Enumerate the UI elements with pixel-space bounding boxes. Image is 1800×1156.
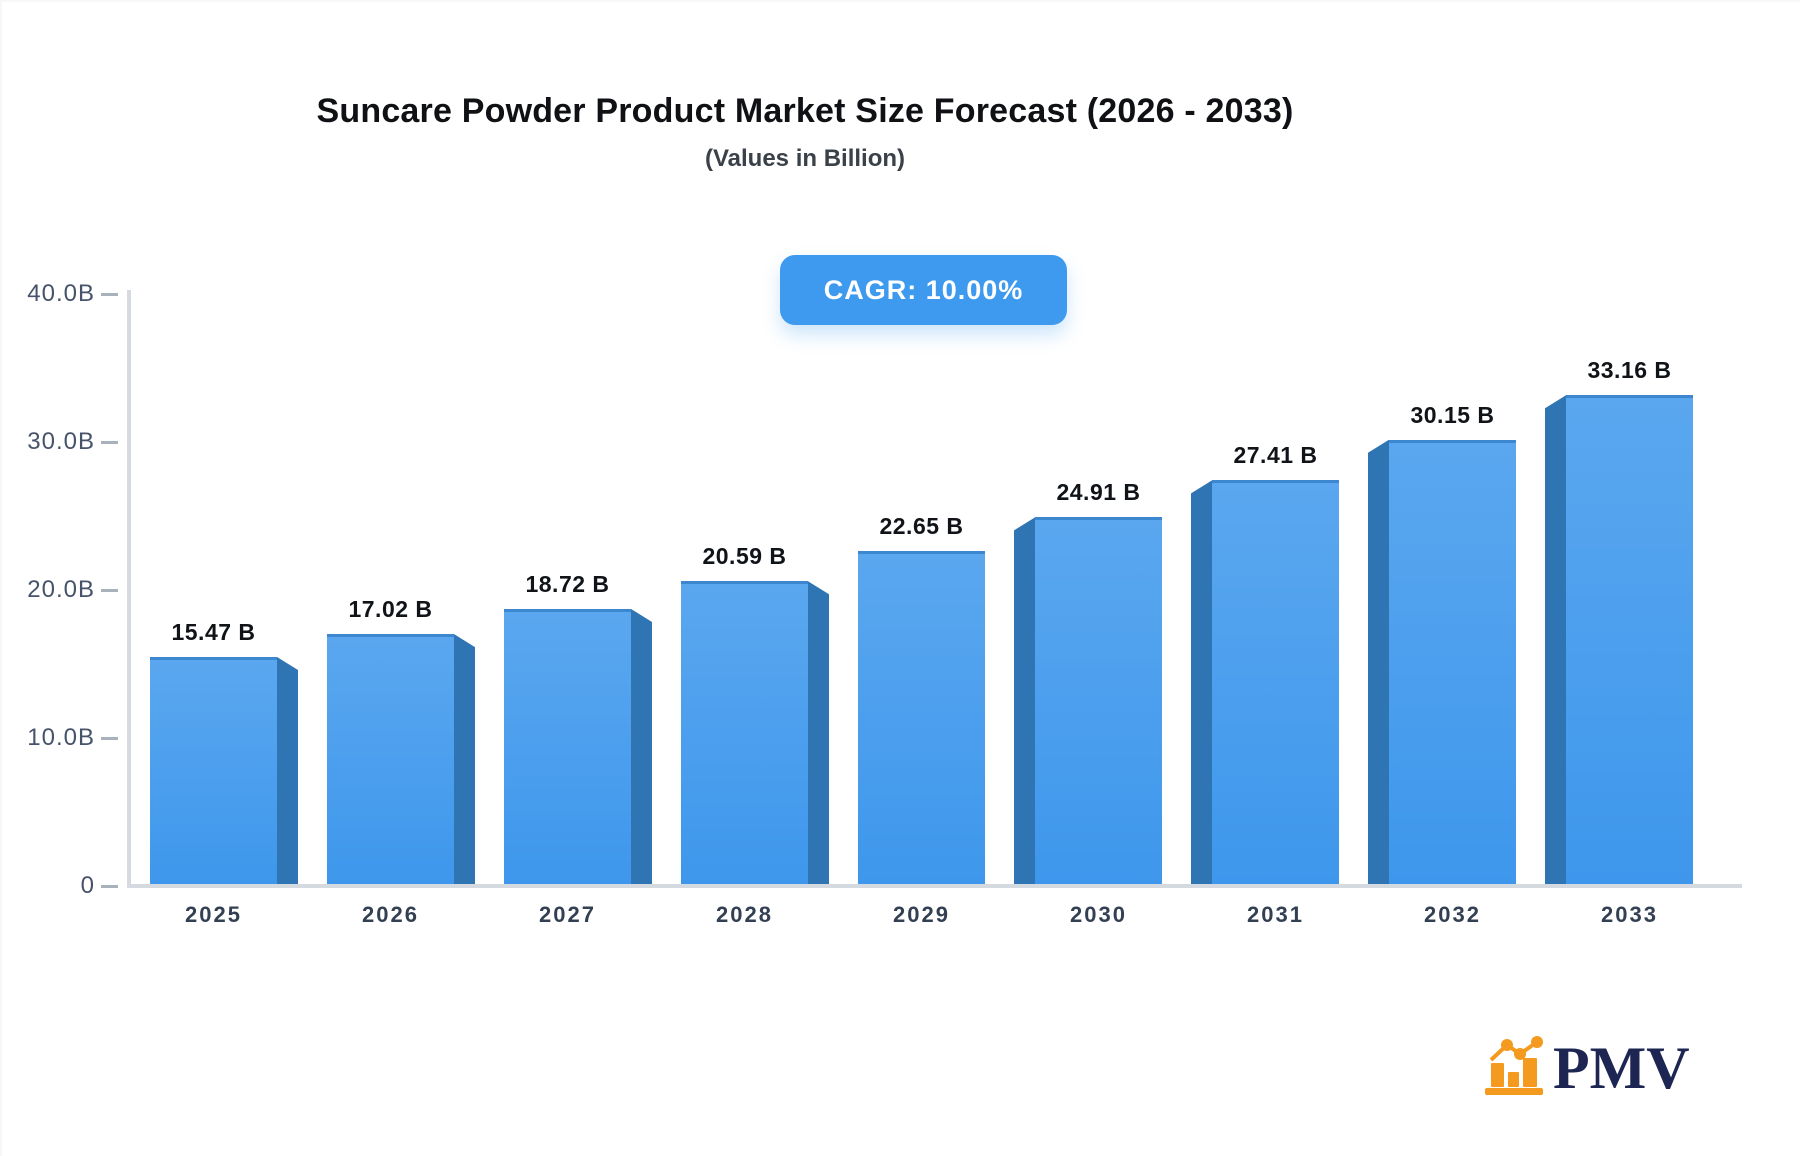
bar-face bbox=[681, 581, 808, 886]
bar-value-label: 27.41 B bbox=[1233, 442, 1318, 469]
bar-side bbox=[1368, 439, 1389, 886]
bar bbox=[1191, 480, 1339, 886]
bar-value-label: 33.16 B bbox=[1587, 357, 1672, 384]
chart-title: Suncare Powder Product Market Size Forec… bbox=[316, 92, 1294, 130]
y-tick-label: 40.0B bbox=[27, 280, 95, 307]
bar bbox=[150, 657, 298, 886]
x-tick-label: 2031 bbox=[1247, 902, 1304, 927]
bar-face bbox=[327, 634, 454, 886]
y-tick-label: 30.0B bbox=[27, 428, 95, 455]
bar bbox=[327, 634, 475, 886]
bar bbox=[858, 550, 985, 886]
bar-value-label: 17.02 B bbox=[348, 596, 433, 623]
bar-face bbox=[1035, 517, 1162, 886]
bar-side bbox=[1545, 395, 1566, 886]
y-tick bbox=[101, 736, 118, 740]
y-tick bbox=[101, 440, 118, 444]
bar-face bbox=[1566, 395, 1693, 886]
x-tick-label: 2033 bbox=[1601, 902, 1658, 927]
bar-face bbox=[504, 608, 631, 886]
y-tick bbox=[101, 588, 118, 592]
x-tick-label: 2030 bbox=[1070, 902, 1127, 927]
y-tick bbox=[101, 884, 118, 888]
chart-header: Suncare Powder Product Market Size Forec… bbox=[0, 92, 1610, 173]
y-tick-label: 20.0B bbox=[27, 576, 95, 603]
bar-side bbox=[1191, 480, 1212, 886]
bar-face bbox=[150, 657, 277, 886]
bar-side bbox=[277, 657, 298, 886]
bar bbox=[1014, 517, 1162, 886]
bar bbox=[1368, 439, 1516, 886]
bar-face bbox=[858, 550, 985, 886]
chart-subtitle: (Values in Billion) bbox=[704, 145, 906, 172]
bar bbox=[504, 608, 652, 886]
bar-value-label: 18.72 B bbox=[525, 570, 610, 597]
bar bbox=[1545, 395, 1693, 886]
cagr-badge: CAGR: 10.00% bbox=[780, 255, 1067, 325]
bar bbox=[681, 581, 829, 886]
x-tick-label: 2025 bbox=[185, 902, 242, 927]
pmv-logo: PMV bbox=[1483, 1036, 1690, 1098]
y-tick-label: 0 bbox=[80, 872, 95, 899]
bar-value-label: 20.59 B bbox=[702, 543, 787, 570]
bar-face bbox=[1389, 439, 1516, 886]
x-tick-label: 2027 bbox=[539, 902, 596, 927]
y-tick bbox=[101, 292, 118, 296]
bar-value-label: 30.15 B bbox=[1410, 401, 1495, 428]
bar-side bbox=[454, 634, 475, 886]
bar-face bbox=[1212, 480, 1339, 886]
bar-value-label: 24.91 B bbox=[1056, 479, 1141, 506]
bar-side bbox=[1014, 517, 1035, 886]
bar-side bbox=[808, 581, 829, 886]
y-axis-line bbox=[127, 290, 131, 888]
x-tick-label: 2029 bbox=[893, 902, 950, 927]
bar-value-label: 22.65 B bbox=[879, 512, 964, 539]
x-tick-label: 2032 bbox=[1424, 902, 1481, 927]
logo-chart-icon bbox=[1485, 1036, 1543, 1095]
x-tick-label: 2028 bbox=[716, 902, 773, 927]
y-tick-label: 10.0B bbox=[27, 724, 95, 751]
x-axis-line bbox=[127, 884, 1742, 888]
logo-text: PMV bbox=[1553, 1035, 1690, 1101]
bar-value-label: 15.47 B bbox=[171, 619, 256, 646]
x-tick-label: 2026 bbox=[362, 902, 419, 927]
bar-side bbox=[631, 608, 652, 886]
